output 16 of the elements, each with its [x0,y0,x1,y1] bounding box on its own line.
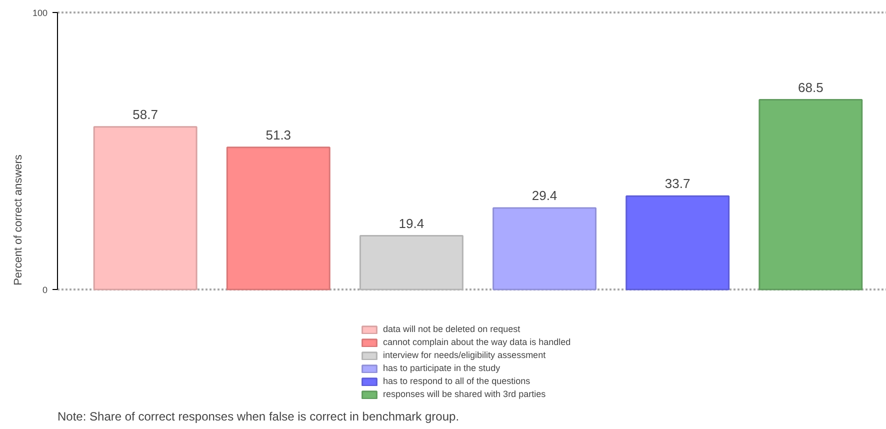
legend-label: has to participate in the study [383,363,500,373]
y-tick-label: 100 [32,8,48,18]
legend-label: has to respond to all of the questions [383,376,530,386]
legend-label: cannot complain about the way data is handled [383,337,571,347]
data-label: 68.5 [798,80,824,95]
data-label: 51.3 [266,127,292,142]
legend-label: responses will be shared with 3rd parties [383,389,546,399]
y-axis-title: Percent of correct answers [12,154,24,286]
data-label: 19.4 [398,216,424,231]
data-label: 58.7 [132,106,158,122]
legend-label: data will not be deleted on request [383,324,520,334]
y-tick-label: 0 [42,285,48,295]
data-label: 33.7 [664,176,690,192]
data-label: 29.4 [532,188,558,204]
text: Note: Share of correct responses when false is correct in benchmark group. [58,410,460,424]
legend-label: interview for needs/eligibility assessment [383,350,546,360]
